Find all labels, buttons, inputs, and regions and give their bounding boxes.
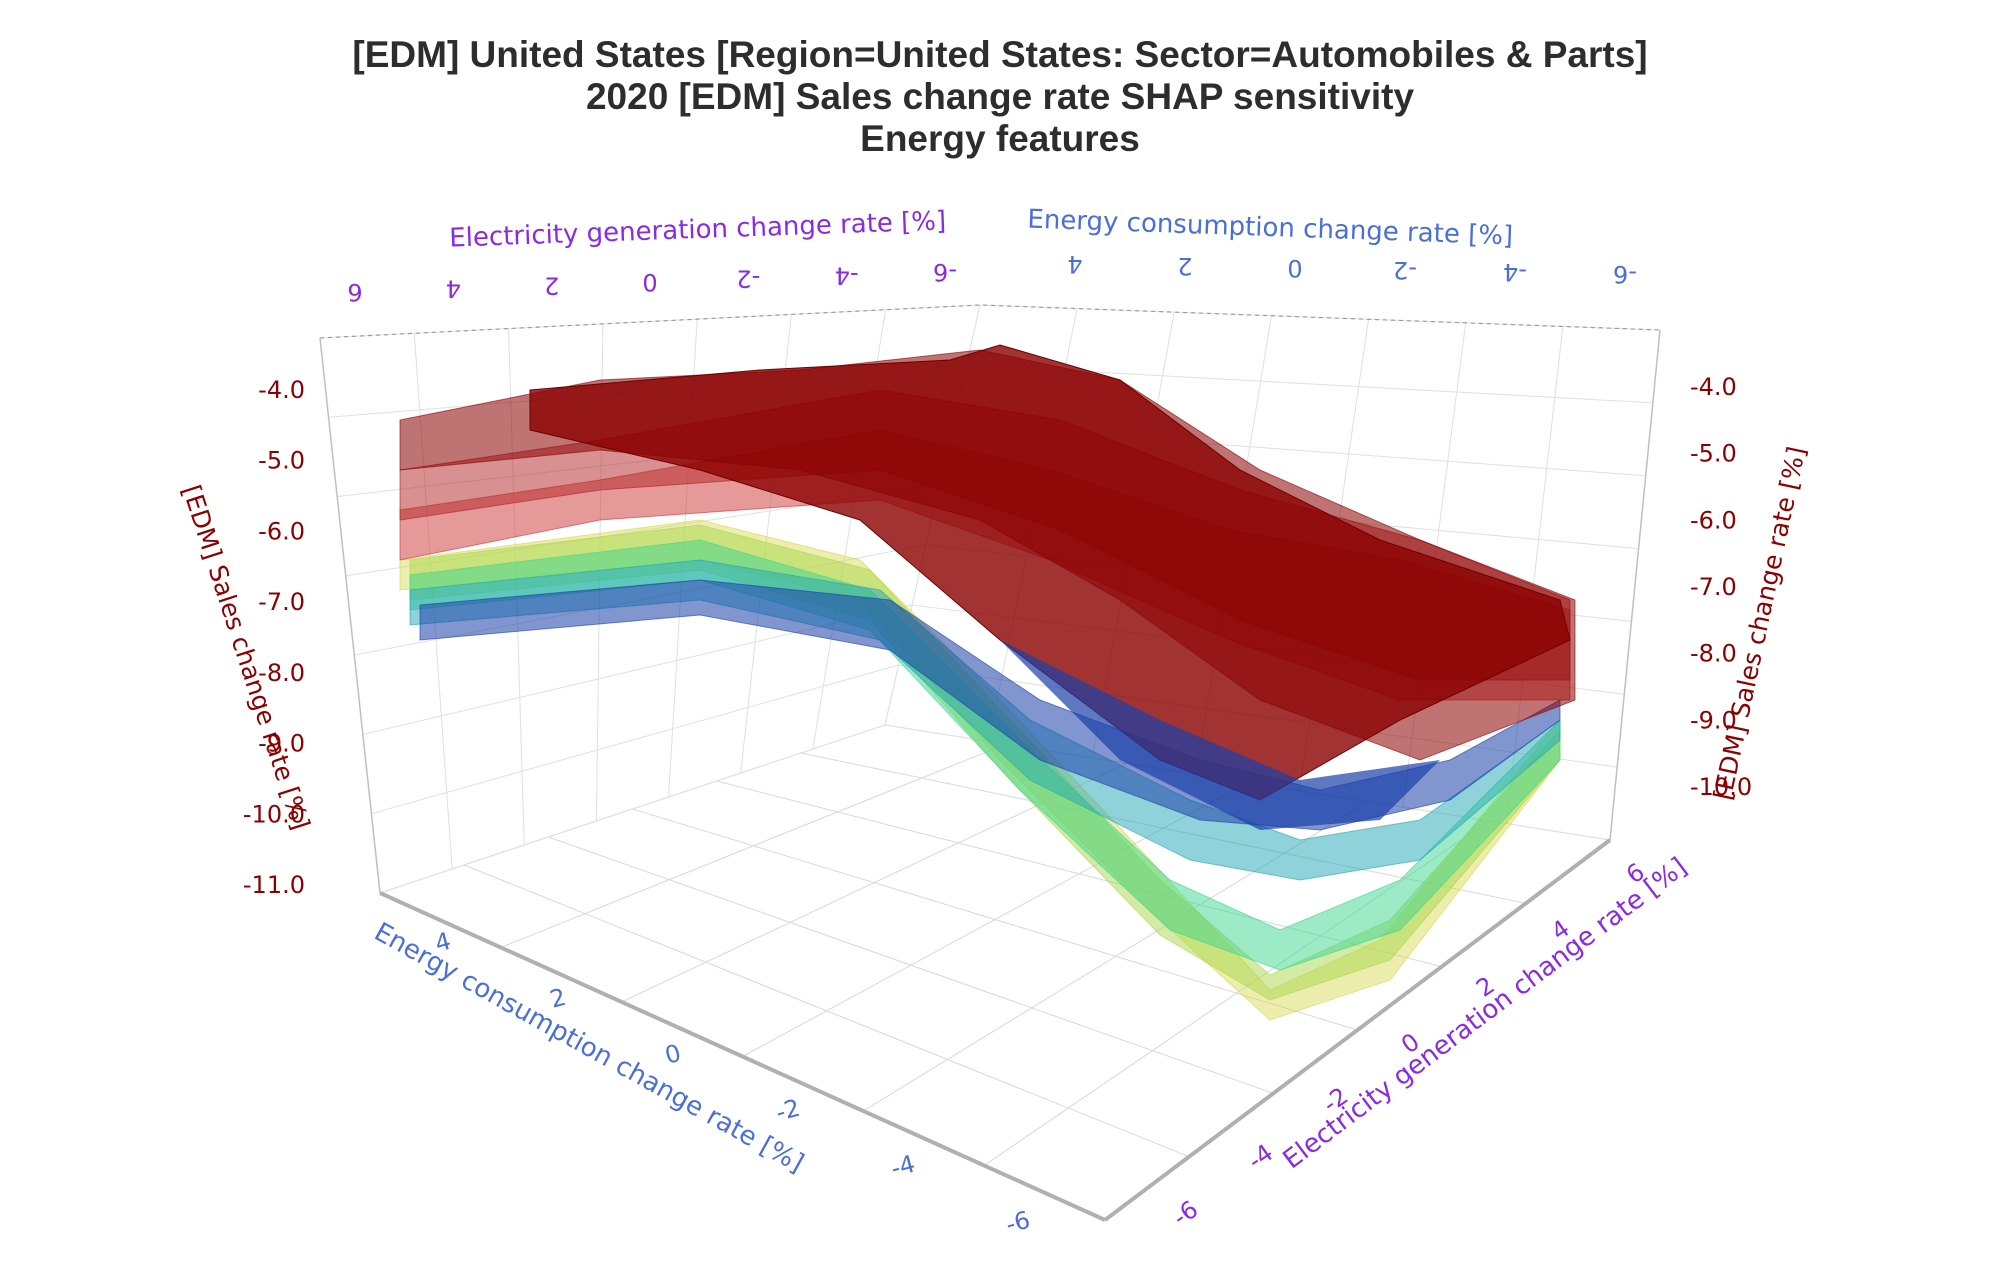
back-y-tick-label: 0 [642,268,657,296]
x-tick-label: -4 [888,1150,918,1183]
z-tick-label-right: -10.0 [1690,773,1752,801]
y-axis-line [1103,838,1612,1222]
surface-blue-patch [1000,640,1440,830]
back-x-tick-label: -4 [1503,258,1527,286]
back-y-tick-label: -2 [736,265,760,293]
z-tick-label-left: -8.0 [258,659,305,687]
x-tick-label: -2 [773,1094,803,1127]
chart-title-line-1: [EDM] United States [Region=United State… [352,34,1648,75]
chart-title-line-2: 2020 [EDM] Sales change rate SHAP sensit… [585,76,1415,117]
z-tick-label-left: -10.0 [243,800,305,828]
back-x-tick-label: 2 [1177,252,1192,280]
surface-band [419,579,1561,831]
back-y-tick-label: 4 [446,275,461,303]
back-x-tick-label: -2 [1393,256,1417,284]
back-x-axis-title: Energy consumption change rate [%] [1027,205,1514,252]
z-tick-label-right: -5.0 [1690,440,1737,468]
back-x-tick-label: 4 [1067,250,1082,278]
back-y-tick-label: -6 [933,258,957,286]
x-tick-label: 4 [432,927,454,958]
back-x-tick-label: 0 [1287,254,1302,282]
z-axis-title-right: [EDM] Sales change rate [%] [1708,444,1811,803]
axis-layer [319,329,1661,1222]
z-tick-label-left: -5.0 [258,447,305,475]
x-axis-line [379,891,1106,1222]
z-tick-label-right: -7.0 [1690,573,1737,601]
z-tick-label-left: -4.0 [258,376,305,404]
back-y-tick-label: 2 [544,271,559,299]
y-tick-label: -4 [1243,1138,1279,1175]
surface-main-red [529,344,1571,801]
back-y-tick-label: -4 [835,261,859,289]
z-tick-label-left: -11.0 [243,871,305,899]
z-tick-label-left: -9.0 [258,730,305,758]
z-axis-line-right [1609,329,1661,841]
y-axis-title: Electricity generation change rate [%] [1278,852,1693,1175]
y-tick-label: -6 [1168,1195,1204,1232]
top-frame [319,304,1661,339]
back-x-tick-label: -6 [1613,260,1637,288]
x-tick-label: 2 [547,983,569,1014]
back-y-tick-label: 6 [347,278,362,306]
x-axis-title: Energy consumption change rate [%] [369,917,809,1179]
chart-title-line-3: Energy features [860,118,1140,159]
z-tick-label-right: -4.0 [1690,373,1737,401]
wall-grid-line [319,304,1661,339]
z-tick-label-left: -7.0 [258,588,305,616]
z-tick-label-left: -6.0 [258,517,305,545]
x-tick-label: 0 [662,1039,684,1070]
x-tick-label: -6 [1003,1206,1033,1239]
z-axis-line-left [319,337,381,894]
z-tick-label-right: -8.0 [1690,640,1737,668]
z-tick-label-right: -9.0 [1690,706,1737,734]
z-tick-label-right: -6.0 [1690,506,1737,534]
back-y-axis-title: Electricity generation change rate [%] [449,206,947,253]
surface-layer [399,344,1576,1021]
